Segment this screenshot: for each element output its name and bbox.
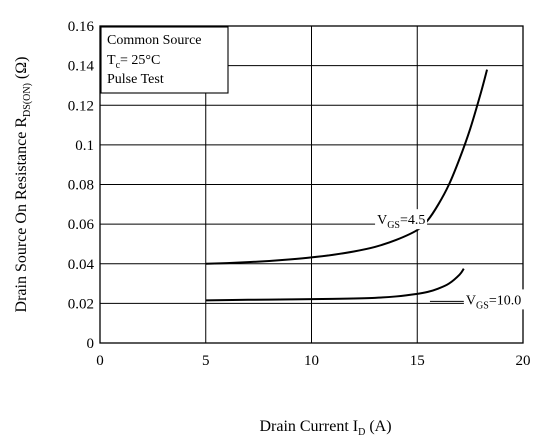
conditions-legend: Common Source Tc= 25°C Pulse Test	[100, 26, 229, 94]
y-tick-labels: 0 0.02 0.04 0.06 0.08 0.1 0.12 0.14 0.16	[68, 19, 95, 352]
series-label-bg-vgs-4-5	[375, 209, 428, 230]
grid-lines	[100, 26, 523, 343]
y-tick-label: 0.12	[68, 98, 94, 114]
x-tick-label: 5	[202, 353, 210, 369]
y-tick-label: 0.08	[68, 178, 94, 194]
x-tick-label: 10	[304, 353, 319, 369]
plot-frame	[99, 25, 524, 344]
y-axis-title: Drain Source On Resistance RDS(ON) (Ω)	[13, 57, 33, 313]
x-axis-title: Drain Current ID (A)	[259, 418, 391, 438]
y-tick-label: 0.14	[68, 59, 95, 75]
x-tick-label: 20	[516, 353, 531, 369]
condition-temperature: Tc= 25°C	[107, 53, 160, 71]
y-tick-label: 0	[87, 336, 95, 352]
y-tick-label: 0.06	[68, 217, 95, 233]
x-tick-labels: 0 5 10 15 20	[96, 353, 530, 369]
y-tick-label: 0.16	[68, 19, 95, 35]
condition-pulse-test: Pulse Test	[107, 72, 164, 87]
y-tick-label: 0.1	[75, 138, 94, 154]
series-label-vgs-10: VGS=10.0	[466, 293, 521, 311]
series-label-vgs-4-5: VGS=4.5	[377, 213, 425, 231]
y-tick-label: 0.02	[68, 296, 94, 312]
series-line-vgs-10	[205, 268, 465, 302]
series-line-vgs-4-5	[205, 69, 489, 265]
y-tick-label: 0.04	[68, 257, 95, 273]
series-label-bg-vgs-10	[463, 289, 538, 310]
conditions-box	[100, 26, 229, 94]
x-tick-label: 15	[410, 353, 425, 369]
condition-common-source: Common Source	[107, 33, 202, 48]
x-tick-label: 0	[96, 353, 104, 369]
